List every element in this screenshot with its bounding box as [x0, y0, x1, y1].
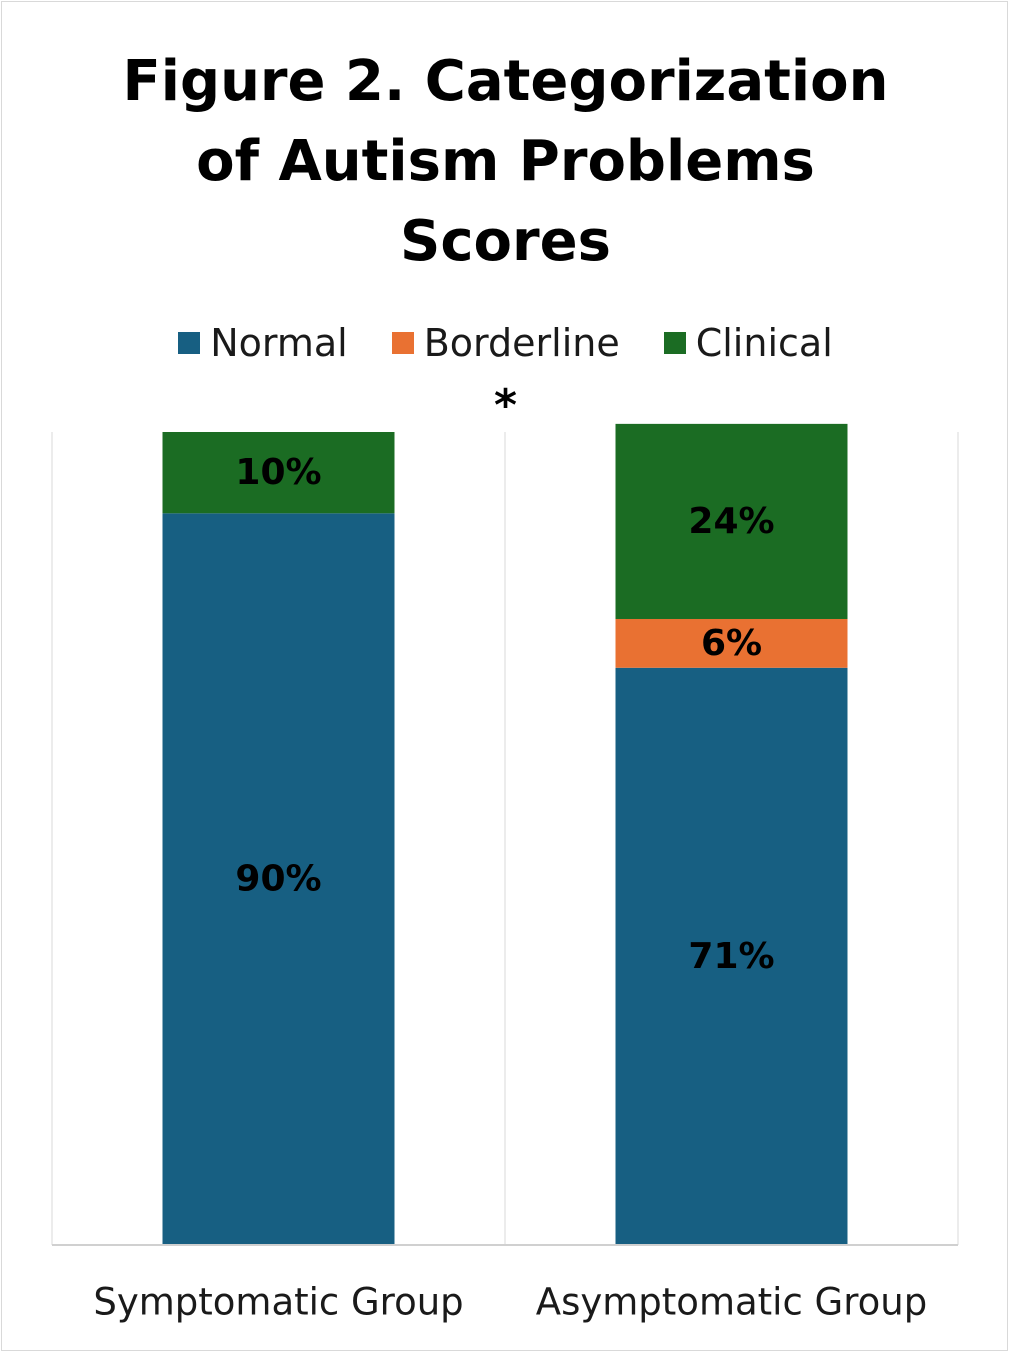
x-tick-label-symptomatic-group: Symptomatic Group: [93, 1281, 463, 1324]
legend-label-borderline: Borderline: [423, 321, 620, 365]
chart-legend: Normal Borderline Clinical: [0, 318, 1011, 368]
data-label-asymptomatic-group-borderline: 6%: [701, 623, 762, 664]
bar-symptomatic-group-normal: [162, 513, 395, 1245]
legend-item-borderline: Borderline: [391, 321, 620, 365]
chart-title-line-2: of Autism Problems: [196, 129, 815, 194]
x-tick-label-asymptomatic-group: Asymptomatic Group: [536, 1281, 927, 1324]
data-label-symptomatic-group-normal: 90%: [235, 859, 321, 900]
bar-asymptomatic-group-borderline: [615, 618, 848, 668]
data-label-symptomatic-group-clinical: 10%: [235, 452, 321, 493]
bar-symptomatic-group-clinical: [162, 432, 395, 514]
legend-item-clinical: Clinical: [663, 321, 833, 365]
legend-item-normal: Normal: [178, 321, 348, 365]
bar-asymptomatic-group-clinical: [615, 423, 848, 619]
chart-title-line-3: Scores: [400, 209, 611, 274]
legend-swatch-clinical: [663, 332, 686, 354]
chart-title: Figure 2. Categorization of Autism Probl…: [0, 42, 1011, 282]
significance-asterisk: *: [493, 380, 517, 431]
bar-asymptomatic-group-normal: [615, 667, 848, 1245]
legend-label-normal: Normal: [210, 321, 348, 365]
data-label-asymptomatic-group-normal: 71%: [688, 936, 774, 977]
legend-swatch-normal: [178, 332, 201, 354]
chart-title-line-1: Figure 2. Categorization: [122, 49, 889, 114]
legend-label-clinical: Clinical: [695, 321, 833, 365]
legend-swatch-borderline: [391, 332, 414, 354]
data-label-asymptomatic-group-clinical: 24%: [688, 501, 774, 542]
